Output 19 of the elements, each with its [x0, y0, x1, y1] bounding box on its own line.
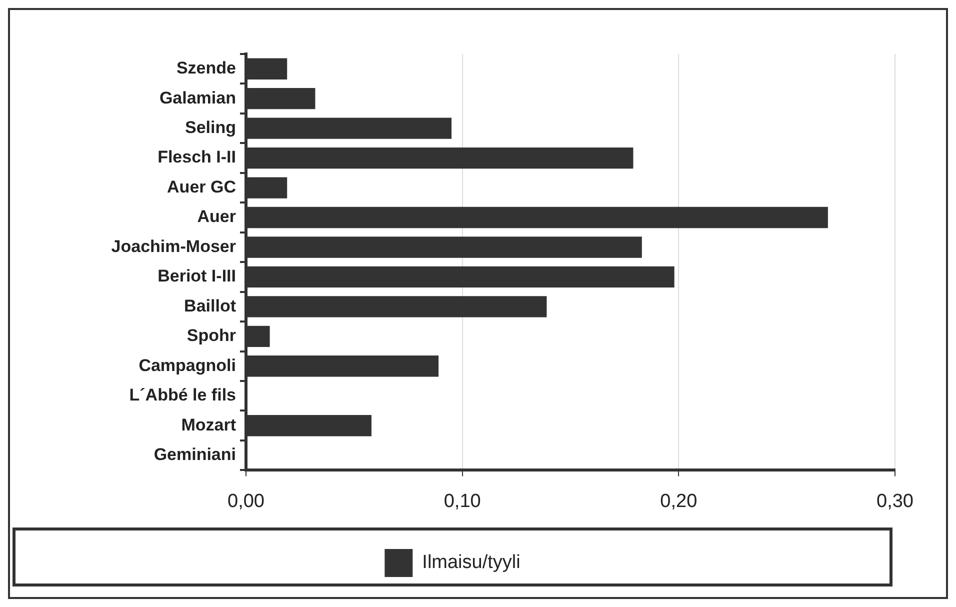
y-tick-label: Flesch I-II	[158, 148, 236, 167]
x-tick-label: 0,30	[876, 490, 914, 512]
x-tick-label: 0,20	[660, 490, 698, 512]
y-tick-label: L´Abbé le fils	[129, 386, 236, 405]
y-tick-label: Spohr	[186, 326, 236, 346]
y-tick-label: Auer	[197, 207, 236, 226]
y-tick-label: Joachim-Moser	[111, 236, 236, 256]
y-tick-label: Mozart	[181, 415, 236, 434]
y-tick-label: Baillot	[184, 296, 236, 316]
y-tick-label: Campagnoli	[138, 356, 236, 375]
y-tick-label: Szende	[176, 58, 236, 78]
y-tick-label: Seling	[184, 118, 236, 138]
y-tick-label: Geminiani	[154, 445, 236, 464]
x-tick-label: 0,10	[444, 490, 481, 512]
y-tick-label: Galamian	[159, 88, 236, 108]
legend-label: Ilmaisu/tyyli	[422, 552, 520, 574]
x-tick-label: 0,00	[228, 490, 264, 512]
y-tick-label: Auer GC	[167, 177, 236, 196]
y-tick-label: Beriot I-III	[158, 266, 236, 286]
